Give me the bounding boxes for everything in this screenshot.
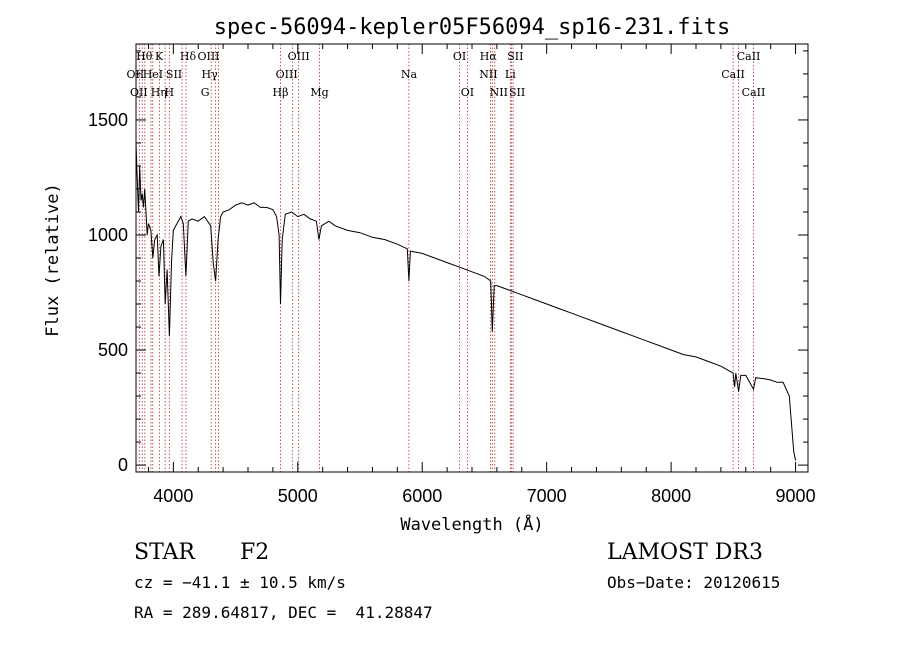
- line-label-8662: CaII: [742, 86, 766, 99]
- plot-frame: [135, 43, 809, 473]
- flux-series-line: [135, 142, 797, 461]
- redshift-cz: cz = −41.1 ± 10.5 km/s: [134, 573, 346, 592]
- line-label-3727: OII: [127, 68, 145, 81]
- line-label-5893: Na: [401, 68, 418, 81]
- chart-title: spec-56094-kepler05F56094_sp16-231.fits: [214, 15, 731, 40]
- x-tick-label: 6000: [402, 486, 442, 506]
- line-label-6583: NII: [490, 86, 508, 99]
- line-label-4070: SII: [166, 68, 182, 81]
- survey-name: LAMOST DR3: [607, 540, 763, 565]
- line-label-3934: K: [155, 50, 164, 63]
- line-label-8498: CaII: [721, 68, 745, 81]
- line-label-3820: HeI: [143, 68, 163, 81]
- x-axis-label: Wavelength (Å): [400, 513, 543, 535]
- line-label-3835: Hη: [151, 86, 167, 99]
- line-label-4959: OIII: [276, 68, 298, 81]
- line-label-4102: Hδ: [180, 50, 197, 63]
- line-label-6300: OI: [453, 50, 466, 63]
- object-class: STAR: [134, 540, 195, 565]
- line-label-5007: OIII: [288, 50, 310, 63]
- y-axis-label: Flux (relative): [43, 183, 63, 337]
- line-label-6563: Hα: [480, 50, 498, 63]
- line-label-3771: OII: [130, 86, 148, 99]
- x-axis: 4000 5000 6000 7000 8000 9000: [147, 44, 816, 506]
- line-label-5175: Mg: [310, 86, 328, 99]
- x-tick-label: 4000: [153, 486, 193, 506]
- line-label-6548: NII: [479, 68, 497, 81]
- line-label-8542: CaII: [737, 50, 761, 63]
- line-label-6730: SII: [509, 86, 525, 99]
- line-label-4304: G: [201, 86, 210, 99]
- object-subclass: F2: [240, 540, 270, 565]
- line-label-6708: Li: [505, 68, 516, 81]
- observation-date: Obs−Date: 20120615: [607, 573, 781, 592]
- line-label-4340: Hγ: [202, 68, 219, 81]
- x-tick-label: 5000: [278, 486, 318, 506]
- spectral-line-markers: [138, 44, 754, 472]
- spectral-line-labels: OIIHθOIIHeIHηKHSIIHδGHγOIIIHβOIIIOIIIMgN…: [127, 50, 766, 99]
- y-tick-label: 0: [118, 455, 128, 475]
- y-tick-label: 500: [98, 340, 128, 360]
- line-label-6716: SII: [507, 50, 523, 63]
- line-label-4363: OIII: [197, 50, 219, 63]
- y-tick-label: 1000: [88, 225, 128, 245]
- x-tick-label: 7000: [527, 486, 567, 506]
- y-tick-label: 1500: [88, 110, 128, 130]
- x-tick-label: 8000: [651, 486, 691, 506]
- line-label-3750: Hθ: [136, 50, 153, 63]
- y-axis: 0 500 1000 1500: [88, 50, 808, 475]
- x-tick-label: 9000: [776, 486, 816, 506]
- line-label-3968: H: [165, 86, 175, 99]
- line-label-4861: Hβ: [273, 86, 289, 99]
- line-label-6363: OI: [461, 86, 474, 99]
- coordinates: RA = 289.64817, DEC = 41.28847: [134, 603, 433, 622]
